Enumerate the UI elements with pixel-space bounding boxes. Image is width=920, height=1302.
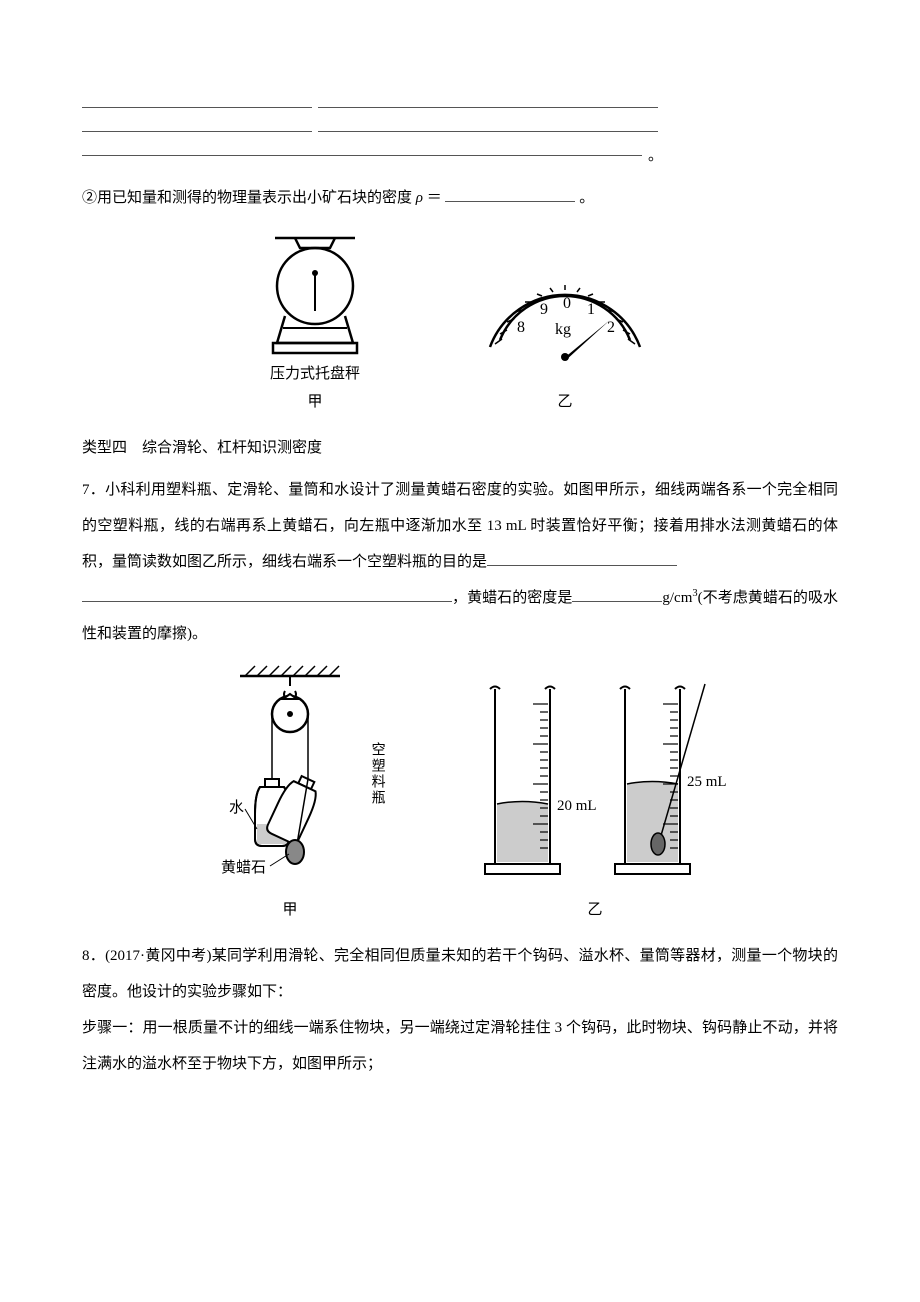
fill-line-1 [82,90,838,108]
dial-num-1: 1 [587,301,595,318]
label-water: 水 [229,799,244,816]
figure1-right-label: 乙 [557,390,572,414]
blank-segment [82,138,642,156]
answer-blank [82,587,452,602]
figure1-left-label1: 压力式托盘秤 [270,362,360,386]
question-7-cont: ，黄蜡石的密度是g/cm3(不考虑黄蜡石的吸水性和装置的摩擦)。 [82,580,838,652]
answer-blank [445,187,575,202]
q7-unit: g/cm [662,590,692,606]
equals-sign: ＝ [427,190,442,206]
fill-line-3: 。 [82,138,838,174]
dial-unit: kg [555,321,571,338]
cyl2-label: 25 mL [687,774,727,790]
period: 。 [579,190,594,206]
cylinders-svg: 20 mL 25 mL [455,664,735,894]
blank-segment [82,90,312,108]
figure1-left-label2: 甲 [307,390,322,414]
label-stone: 黄蜡石 [221,859,266,876]
blank-segment [82,114,312,132]
dial-num-8: 8 [517,319,525,336]
figure2-left: 水 黄蜡石 甲 空塑料瓶 [185,664,395,922]
figure1-left: 压力式托盘秤 甲 [255,228,375,414]
figure-row-2: 水 黄蜡石 甲 空塑料瓶 [82,664,838,922]
dial-num-9: 9 [540,301,548,318]
q8-num: 8． [82,948,105,964]
figure1-right: 8 9 0 1 2 kg 乙 [465,262,665,414]
q7-num: 7． [82,482,105,498]
label-empty-bottle: 空塑料瓶 [360,742,394,806]
question-sub2: ②用已知量和测得的物理量表示出小矿石块的密度 ρ ＝ 。 [82,180,838,216]
rho-symbol: ρ [416,190,423,206]
answer-blank [487,551,677,566]
question-7: 7．小科利用塑料瓶、定滑轮、量筒和水设计了测量黄蜡石密度的实验。如图甲所示，细线… [82,472,838,580]
fill-line-2 [82,114,838,132]
q8-source: (2017·黄冈中考) [105,948,211,964]
question-8: 8．(2017·黄冈中考)某同学利用滑轮、完全相同但质量未知的若干个钩码、溢水杯… [82,938,838,1010]
dial-num-0: 0 [563,295,571,312]
blank-segment [318,114,658,132]
cyl1-label: 20 mL [557,798,597,814]
figure-row-1: 压力式托盘秤 甲 8 9 0 1 2 kg 乙 [82,228,838,414]
question-8-step1: 步骤一：用一根质量不计的细线一端系住物块，另一端绕过定滑轮挂住 3 个钩码，此时… [82,1010,838,1082]
q7-text1: 小科利用塑料瓶、定滑轮、量筒和水设计了测量黄蜡石密度的实验。如图甲所示，细线两端… [82,482,838,570]
figure2-right-caption: 乙 [587,898,602,922]
figure2-right: 20 mL 25 mL [455,664,735,922]
scale-svg [255,228,375,358]
q-sub2-text: ②用已知量和测得的物理量表示出小矿石块的密度 [82,190,412,206]
section4-heading: 类型四 综合滑轮、杠杆知识测密度 [82,430,838,466]
figure2-left-caption: 甲 [282,898,297,922]
q7-text2: ，黄蜡石的密度是 [452,590,572,606]
q8-step1-label: 步骤一： [82,1020,142,1036]
dial-svg: 8 9 0 1 2 kg [465,262,665,372]
answer-blank [572,587,662,602]
blank-segment [318,90,658,108]
q8-step1-text: 用一根质量不计的细线一端系住物块，另一端绕过定滑轮挂住 3 个钩码，此时物块、钩… [82,1020,838,1072]
